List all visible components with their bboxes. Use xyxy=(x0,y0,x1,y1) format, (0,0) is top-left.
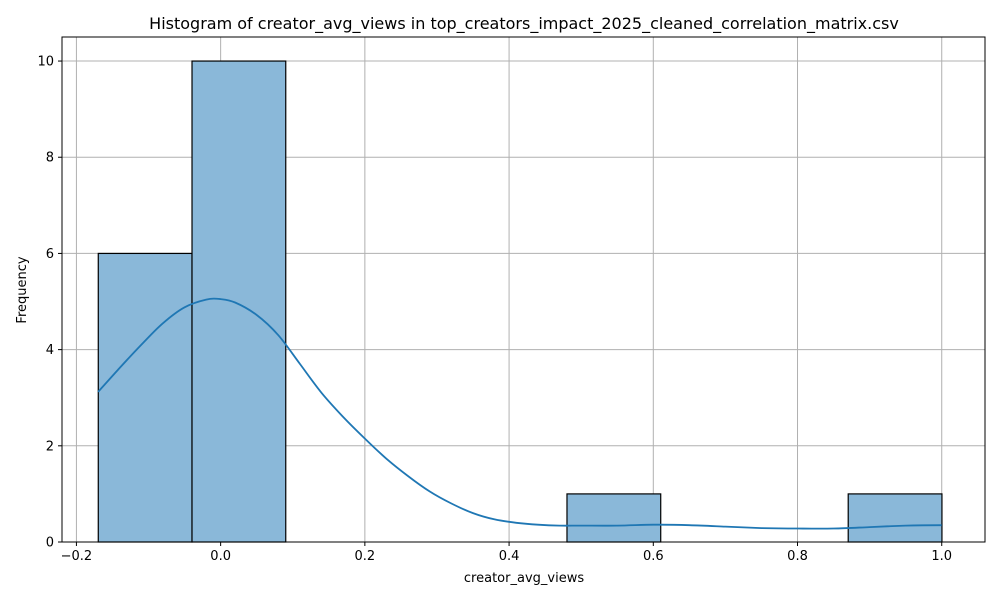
x-tick-label: 0.4 xyxy=(499,549,520,564)
kde-curve-layer xyxy=(97,297,942,530)
histogram-bars xyxy=(97,60,943,543)
y-axis-ticks: 0 2 4 6 8 10 xyxy=(37,55,62,551)
y-tick-label: 0 xyxy=(46,536,54,551)
y-tick-label: 8 xyxy=(46,151,54,166)
histogram-bar xyxy=(191,60,287,543)
histogram-bar xyxy=(847,493,943,543)
y-axis-label: Frequency xyxy=(15,256,30,323)
plot-frame xyxy=(61,36,986,543)
y-tick-label: 2 xyxy=(46,439,54,454)
histogram-bar xyxy=(566,493,662,543)
x-tick-label: 0.0 xyxy=(210,549,231,564)
histogram-bar xyxy=(97,252,193,543)
y-tick-label: 6 xyxy=(46,247,54,262)
x-axis-ticks: −0.2 0.0 0.2 0.4 0.6 0.8 1.0 xyxy=(61,542,952,564)
kde-curve xyxy=(97,297,942,530)
y-tick-label: 10 xyxy=(37,55,54,70)
x-tick-label: 0.6 xyxy=(643,549,664,564)
x-axis-label: creator_avg_views xyxy=(464,571,584,586)
chart-title: Histogram of creator_avg_views in top_cr… xyxy=(149,14,899,34)
y-tick-label: 4 xyxy=(46,343,54,358)
x-tick-label: 0.8 xyxy=(787,549,808,564)
x-tick-label: 0.2 xyxy=(355,549,376,564)
x-tick-label: −0.2 xyxy=(61,549,93,564)
x-tick-label: 1.0 xyxy=(931,549,952,564)
